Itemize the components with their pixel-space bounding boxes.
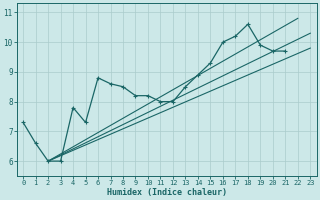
X-axis label: Humidex (Indice chaleur): Humidex (Indice chaleur) (107, 188, 227, 197)
